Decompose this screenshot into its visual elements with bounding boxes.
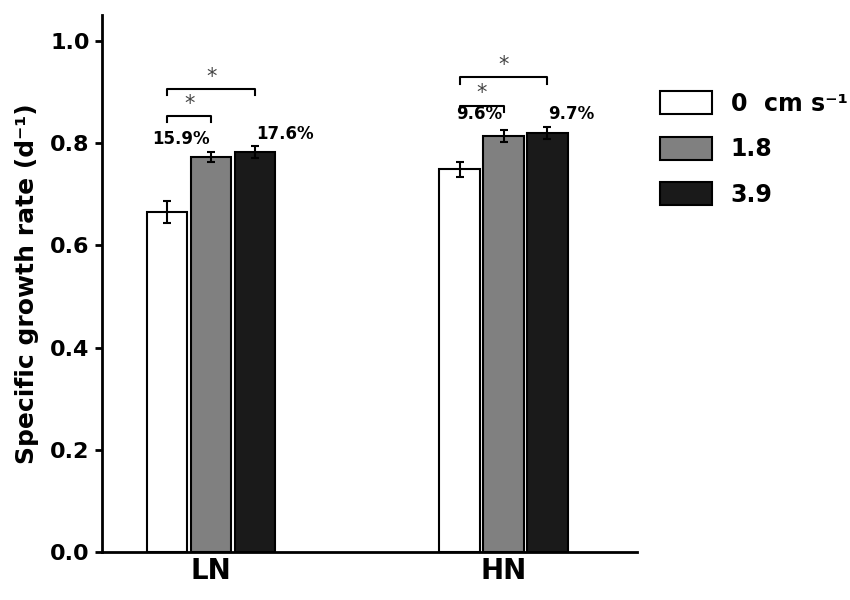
Bar <box>484 136 524 552</box>
Bar <box>439 169 480 552</box>
Bar <box>147 212 188 552</box>
Text: *: * <box>206 67 217 86</box>
Text: *: * <box>184 94 195 114</box>
Text: 9.6%: 9.6% <box>456 106 502 124</box>
Text: 17.6%: 17.6% <box>256 125 314 143</box>
Text: *: * <box>476 83 487 103</box>
Y-axis label: Specific growth rate (d⁻¹): Specific growth rate (d⁻¹) <box>15 103 39 464</box>
Bar <box>191 157 231 552</box>
Text: *: * <box>498 55 508 75</box>
Text: 9.7%: 9.7% <box>548 106 595 124</box>
Bar <box>235 152 275 552</box>
Text: 15.9%: 15.9% <box>152 130 210 148</box>
Legend: 0  cm s⁻¹, 1.8, 3.9: 0 cm s⁻¹, 1.8, 3.9 <box>660 91 847 207</box>
Bar <box>527 133 568 552</box>
